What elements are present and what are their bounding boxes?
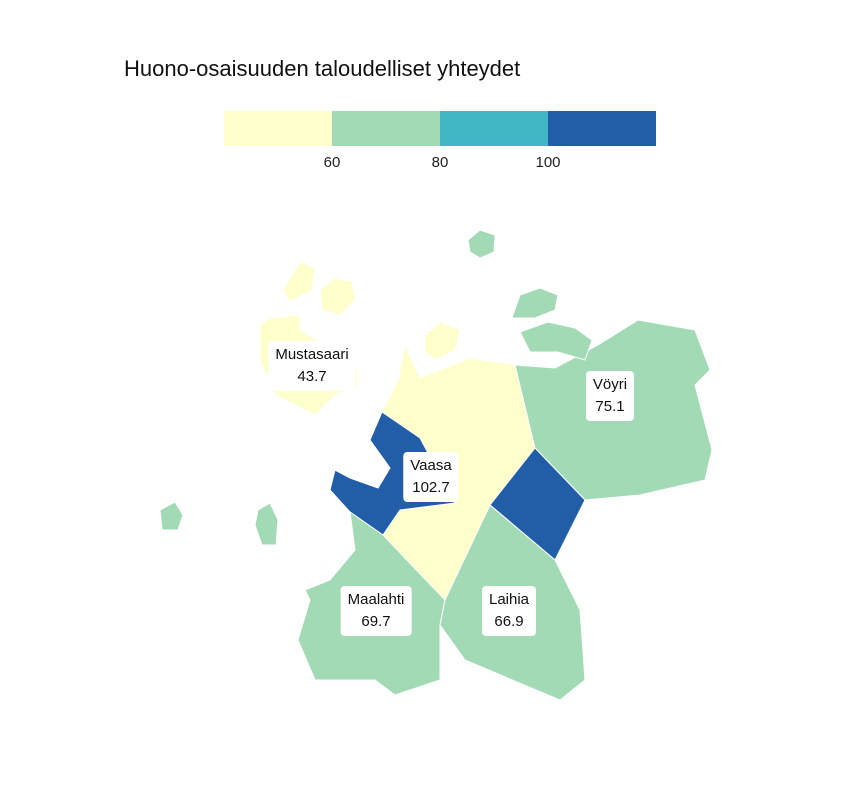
label-laihia: Laihia 66.9 (481, 586, 537, 636)
legend-swatch-2 (332, 111, 440, 146)
legend-swatch-3 (440, 111, 548, 146)
legend-tick-100: 100 (535, 154, 561, 171)
label-mustasaari: Mustasaari 43.7 (268, 341, 356, 391)
legend-swatch-4 (548, 111, 656, 146)
legend-tick-80: 80 (431, 154, 449, 171)
legend-swatch-1 (224, 111, 332, 146)
label-voyri-value: 75.1 (595, 398, 625, 415)
label-vaasa-value: 102.7 (412, 479, 450, 496)
label-vaasa: Vaasa 102.7 (403, 452, 459, 502)
label-voyri-name: Vöyri (592, 376, 628, 393)
map-title: Huono-osaisuuden taloudelliset yhteydet (124, 56, 521, 81)
region-vaasa[interactable] (329, 411, 586, 561)
label-maalahti-value: 69.7 (361, 613, 391, 630)
legend-tick-60: 60 (323, 154, 341, 171)
label-maalahti-name: Maalahti (347, 591, 405, 608)
label-laihia-value: 66.9 (494, 613, 524, 630)
label-mustasaari-value: 43.7 (297, 368, 327, 385)
label-laihia-name: Laihia (488, 591, 530, 608)
label-maalahti: Maalahti 69.7 (340, 586, 412, 636)
color-legend (224, 111, 656, 146)
label-mustasaari-name: Mustasaari (275, 346, 349, 363)
label-vaasa-name: Vaasa (410, 457, 452, 474)
label-voyri: Vöyri 75.1 (585, 371, 635, 421)
